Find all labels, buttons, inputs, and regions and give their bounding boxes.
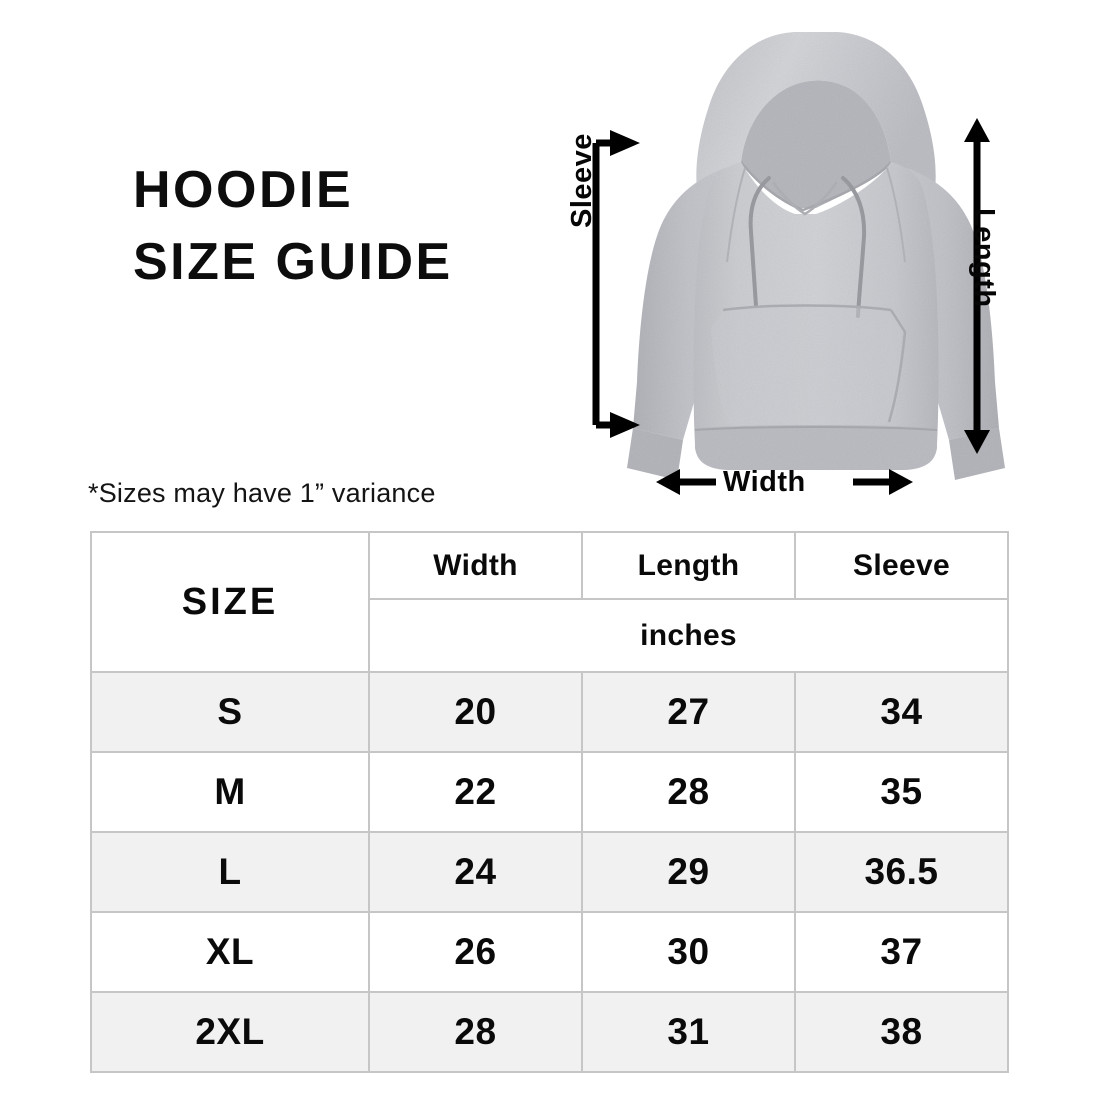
size-chart-table: SIZE Width Length Sleeve inches S 20 27 … — [90, 531, 1009, 1073]
header-width: Width — [368, 531, 583, 600]
cell-width: 26 — [368, 911, 583, 993]
hoodie-drawstring-left — [748, 176, 771, 308]
hoodie-garment — [627, 32, 1005, 480]
width-dimension-label: Width — [723, 466, 806, 498]
cell-size: 2XL — [90, 991, 370, 1073]
length-dimension-label: Length — [968, 208, 1000, 308]
hoodie-hood — [696, 32, 936, 190]
hoodie-shoulder-seam-right — [886, 167, 906, 263]
hoodie-cuff-right — [949, 428, 1005, 480]
cell-sleeve: 37 — [794, 911, 1009, 993]
cell-size: L — [90, 831, 370, 913]
table-row: S 20 27 34 — [90, 671, 1009, 753]
cell-sleeve: 38 — [794, 991, 1009, 1073]
cell-width: 20 — [368, 671, 583, 753]
cell-size: M — [90, 751, 370, 833]
table-row: XL 26 30 37 — [90, 911, 1009, 993]
hoodie-drawstring-right — [841, 176, 867, 318]
table-header-row-2: inches — [91, 598, 1009, 673]
cell-sleeve: 36.5 — [794, 831, 1009, 913]
hoodie-pocket — [711, 305, 903, 426]
cell-length: 28 — [581, 751, 796, 833]
title-line-hoodie: HOODIE — [133, 161, 354, 219]
cell-length: 31 — [581, 991, 796, 1073]
cell-sleeve: 34 — [794, 671, 1009, 753]
cell-length: 30 — [581, 911, 796, 993]
table-row: L 24 29 36.5 — [90, 831, 1009, 913]
cell-size: XL — [90, 911, 370, 993]
cell-length: 27 — [581, 671, 796, 753]
title-line-size-guide: SIZE GUIDE — [133, 232, 453, 291]
cell-length: 29 — [581, 831, 796, 913]
table-row: 2XL 28 31 38 — [90, 991, 1009, 1073]
cell-width: 22 — [368, 751, 583, 833]
variance-note: *Sizes may have 1” variance — [88, 478, 436, 508]
hoodie-hood-opening — [741, 80, 891, 208]
cell-sleeve: 35 — [794, 751, 1009, 833]
hoodie-pocket-seam-top — [722, 304, 892, 312]
hoodie-neckline — [771, 181, 839, 216]
hoodie-hood-seam — [740, 161, 892, 212]
header-sleeve: Sleeve — [794, 531, 1009, 600]
hoodie-pocket-seam-right — [887, 309, 907, 423]
hoodie-illustration — [555, 10, 1055, 515]
hoodie-cuff-left — [627, 428, 683, 480]
hoodie-shoulder-seam-left — [726, 167, 746, 263]
table-header-row-1: SIZE Width Length Sleeve — [90, 531, 1009, 673]
cell-size: S — [90, 671, 370, 753]
table-row: M 22 28 35 — [90, 751, 1009, 833]
cell-width: 24 — [368, 831, 583, 913]
header-length: Length — [581, 531, 796, 600]
header-size: SIZE — [90, 531, 370, 673]
hoodie-hem — [695, 425, 937, 470]
hoodie-hem-seam — [694, 426, 938, 431]
sleeve-dimension-label: Sleeve — [566, 133, 598, 228]
cell-width: 28 — [368, 991, 583, 1073]
page-title: HOODIE SIZE GUIDE — [133, 155, 553, 299]
header-unit: inches — [368, 598, 1009, 673]
